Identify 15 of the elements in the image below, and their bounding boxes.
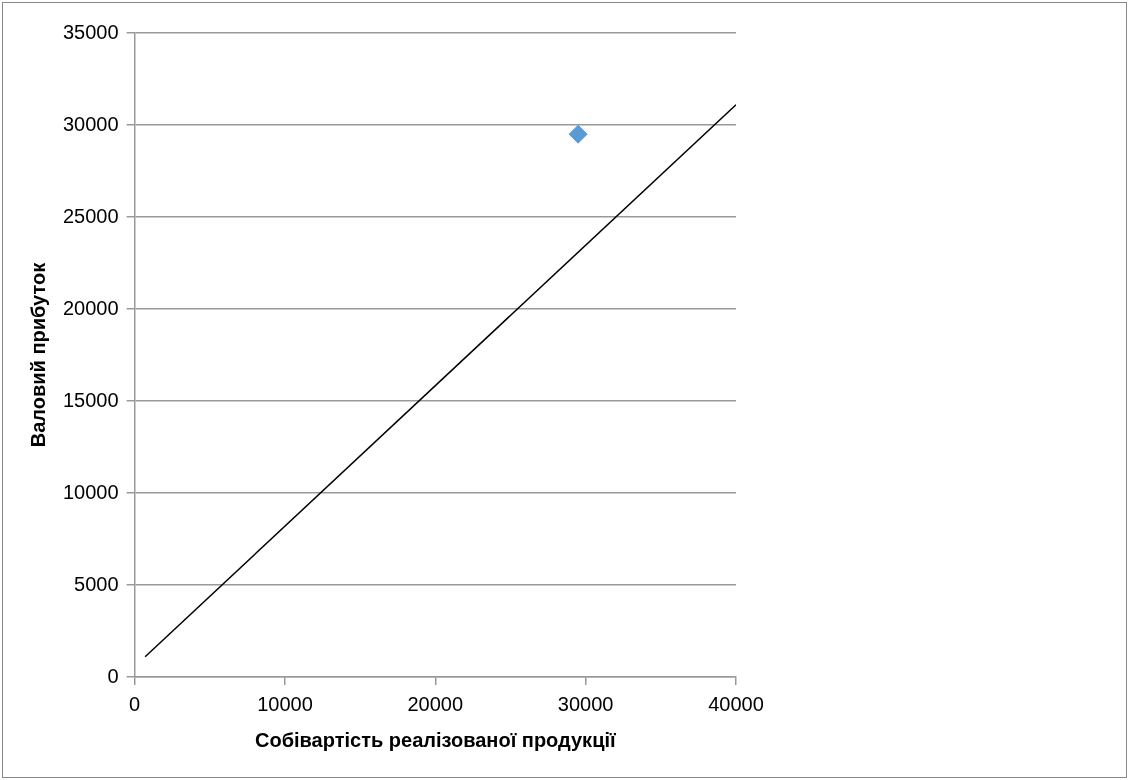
y-tick-label: 15000 <box>62 388 119 411</box>
x-axis-title: Собівартість реалізованої продукції <box>255 728 616 751</box>
x-tick-label: 40000 <box>708 692 764 715</box>
y-tick-label: 5000 <box>74 572 119 595</box>
y-tick-label: 0 <box>107 664 119 687</box>
y-tick-label: 20000 <box>62 296 119 319</box>
x-tick-label: 20000 <box>407 692 464 715</box>
y-axis-title: Валовий прибуток <box>26 261 49 448</box>
x-tick-label: 30000 <box>557 692 614 715</box>
x-tick-label: 10000 <box>257 692 313 715</box>
y-tick-label: 30000 <box>62 112 119 135</box>
y-tick-label: 10000 <box>62 480 119 503</box>
x-tick-label: 0 <box>129 692 141 715</box>
y-tick-label: 25000 <box>62 204 119 227</box>
y-tick-label: 35000 <box>62 20 119 43</box>
